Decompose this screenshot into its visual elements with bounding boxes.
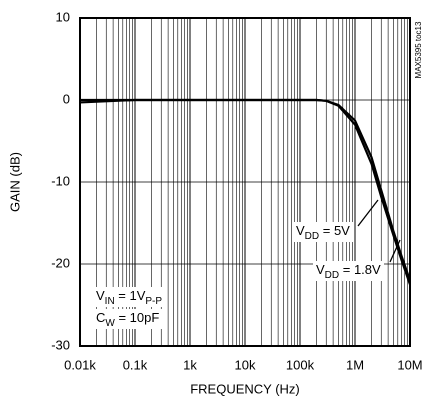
side-note: MAX5395 toc13 bbox=[414, 21, 423, 78]
condition-label-part: IN bbox=[105, 296, 115, 307]
annotation-arrow bbox=[357, 199, 379, 227]
legend-label-part: DD bbox=[305, 231, 319, 242]
condition-label-part: W bbox=[105, 318, 115, 329]
annotation-arrow bbox=[389, 239, 401, 263]
x-tick-label: 0.1k bbox=[123, 357, 148, 372]
y-tick-label: -10 bbox=[51, 173, 70, 188]
legend-label: VDD = 1.8V bbox=[316, 262, 381, 280]
legend-label-part: = 1.8V bbox=[339, 262, 381, 277]
y-axis-label: GAIN (dB) bbox=[7, 152, 22, 212]
legend-label: VDD = 5V bbox=[296, 223, 350, 241]
condition-label-part: = 1V bbox=[115, 288, 146, 303]
y-tick-label: 10 bbox=[56, 9, 70, 24]
y-tick-label: -30 bbox=[51, 337, 70, 352]
legend-label-part: V bbox=[316, 262, 325, 277]
condition-label-part: C bbox=[96, 310, 105, 325]
condition-label-part: P-P bbox=[145, 296, 162, 307]
condition-label-bg bbox=[93, 309, 163, 329]
x-tick-label: 10M bbox=[397, 357, 422, 372]
x-tick-label: 0.01k bbox=[64, 357, 96, 372]
series-line bbox=[79, 98, 412, 285]
legend-label-part: DD bbox=[325, 270, 339, 281]
condition-label: VIN = 1VP-P bbox=[96, 288, 162, 306]
legend-label-bg bbox=[313, 261, 385, 281]
x-axis-label: FREQUENCY (Hz) bbox=[190, 381, 300, 396]
plot-frame bbox=[79, 17, 411, 347]
x-tick-label: 10k bbox=[235, 357, 256, 372]
legend-label-part: V bbox=[296, 223, 305, 238]
legend-label-bg bbox=[293, 222, 354, 242]
x-tick-label: 1M bbox=[346, 357, 364, 372]
condition-label: CW = 10pF bbox=[96, 310, 159, 328]
x-tick-label: 100k bbox=[286, 357, 315, 372]
condition-label-bg bbox=[93, 287, 166, 307]
legend-label-part: = 5V bbox=[319, 223, 350, 238]
x-tick-label: 1k bbox=[183, 357, 197, 372]
y-tick-label: -20 bbox=[51, 255, 70, 270]
condition-label-part: = 10pF bbox=[115, 310, 160, 325]
condition-label-part: V bbox=[96, 288, 105, 303]
y-tick-label: 0 bbox=[63, 91, 70, 106]
